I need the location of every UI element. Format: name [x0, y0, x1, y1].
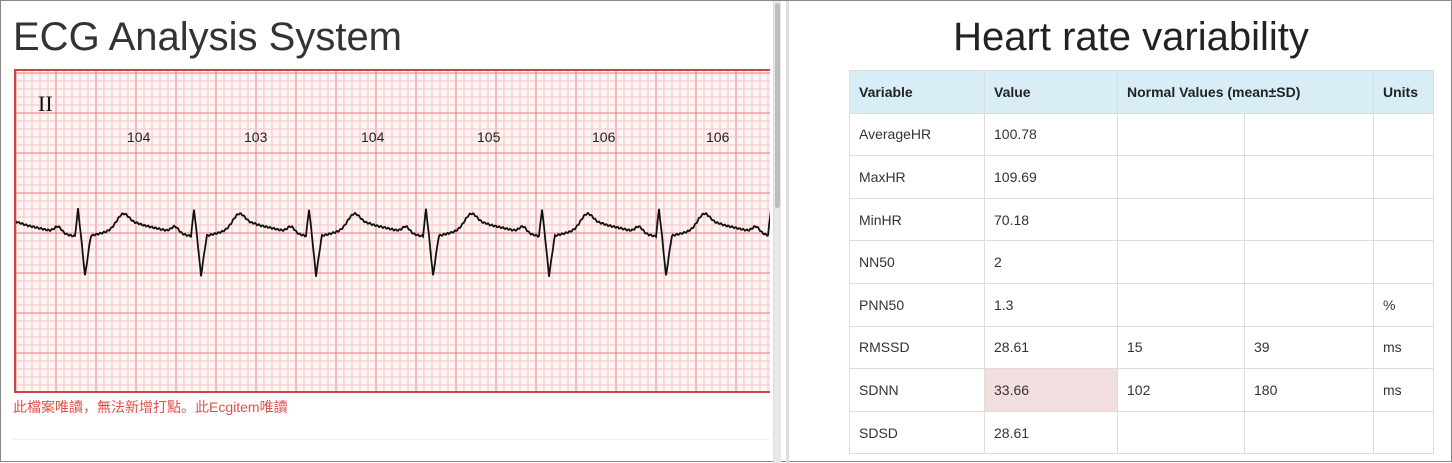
- column-header: Normal Values (mean±SD): [1117, 70, 1374, 114]
- table-cell: [1117, 410, 1245, 455]
- table-cell: 33.66: [984, 368, 1118, 412]
- table-cell: [1117, 197, 1245, 242]
- column-header: Value: [984, 70, 1118, 114]
- table-row: AverageHR 100.78: [849, 112, 1434, 157]
- table-cell: [1373, 155, 1434, 199]
- hrv-title: Heart rate variability: [953, 15, 1309, 59]
- table-cell: AverageHR: [849, 112, 985, 157]
- divider: [13, 439, 770, 440]
- table-row: MinHR 70.18: [849, 197, 1434, 242]
- heart-rate-label: 104: [361, 129, 385, 145]
- table-cell: [1244, 155, 1374, 199]
- table-cell: RMSSD: [849, 325, 985, 370]
- table-cell: ms: [1373, 325, 1434, 370]
- table-cell: 2: [984, 240, 1118, 284]
- table-row: RMSSD 28.61 15 39 ms: [849, 325, 1434, 370]
- hrv-table: Variable Value Normal Values (mean±SD) U…: [849, 70, 1434, 455]
- table-cell: %: [1373, 282, 1434, 327]
- table-row: NN50 2: [849, 240, 1434, 284]
- table-cell: SDSD: [849, 410, 985, 455]
- table-cell: ms: [1373, 368, 1434, 412]
- column-header: Variable: [849, 70, 985, 114]
- table-cell: [1373, 112, 1434, 157]
- table-row: SDNN 33.66 102 180 ms: [849, 368, 1434, 412]
- scrollbar-thumb[interactable]: [775, 3, 780, 208]
- scrollbar[interactable]: [773, 1, 781, 463]
- table-cell: PNN50: [849, 282, 985, 327]
- table-cell: [1244, 282, 1374, 327]
- ecg-panel: ECG Analysis System II 104 103 104 105 1…: [1, 1, 773, 463]
- table-cell: 109.69: [984, 155, 1118, 199]
- table-cell: 70.18: [984, 197, 1118, 242]
- table-cell: [1117, 240, 1245, 284]
- table-cell: [1117, 282, 1245, 327]
- readonly-warning: 此檔案唯讀，無法新增打點。此Ecgitem唯讀: [13, 399, 288, 415]
- table-cell: NN50: [849, 240, 985, 284]
- table-cell: MinHR: [849, 197, 985, 242]
- heart-rate-label: 104: [127, 129, 151, 145]
- table-cell: [1244, 410, 1374, 455]
- table-row: MaxHR 109.69: [849, 155, 1434, 199]
- table-cell: 102: [1117, 368, 1245, 412]
- table-cell: [1117, 155, 1245, 199]
- table-cell: 180: [1244, 368, 1374, 412]
- table-cell: 15: [1117, 325, 1245, 370]
- table-cell: [1373, 410, 1434, 455]
- column-header: Units: [1373, 70, 1434, 114]
- table-cell: 28.61: [984, 325, 1118, 370]
- ecg-grid: [16, 71, 770, 391]
- table-cell: MaxHR: [849, 155, 985, 199]
- table-cell: [1244, 240, 1374, 284]
- table-cell: 39: [1244, 325, 1374, 370]
- panel-divider[interactable]: [786, 1, 789, 463]
- table-cell: [1117, 112, 1245, 157]
- table-row: PNN50 1.3%: [849, 282, 1434, 327]
- ecg-strip: II 104 103 104 105 106 106: [14, 69, 770, 393]
- heart-rate-label: 106: [592, 129, 616, 145]
- table-cell: 28.61: [984, 410, 1118, 455]
- table-row: SDSD 28.61: [849, 410, 1434, 455]
- hrv-panel: Heart rate variability Variable Value No…: [791, 1, 1452, 463]
- table-cell: [1244, 197, 1374, 242]
- table-cell: [1244, 112, 1374, 157]
- table-cell: 100.78: [984, 112, 1118, 157]
- table-cell: 1.3: [984, 282, 1118, 327]
- heart-rate-label: 106: [706, 129, 730, 145]
- table-cell: SDNN: [849, 368, 985, 412]
- lead-label: II: [38, 91, 53, 116]
- table-cell: [1373, 240, 1434, 284]
- heart-rate-label: 103: [244, 129, 268, 145]
- table-cell: [1373, 197, 1434, 242]
- heart-rate-label: 105: [477, 129, 501, 145]
- page-title: ECG Analysis System: [13, 15, 403, 59]
- ecg-trace: [16, 208, 770, 277]
